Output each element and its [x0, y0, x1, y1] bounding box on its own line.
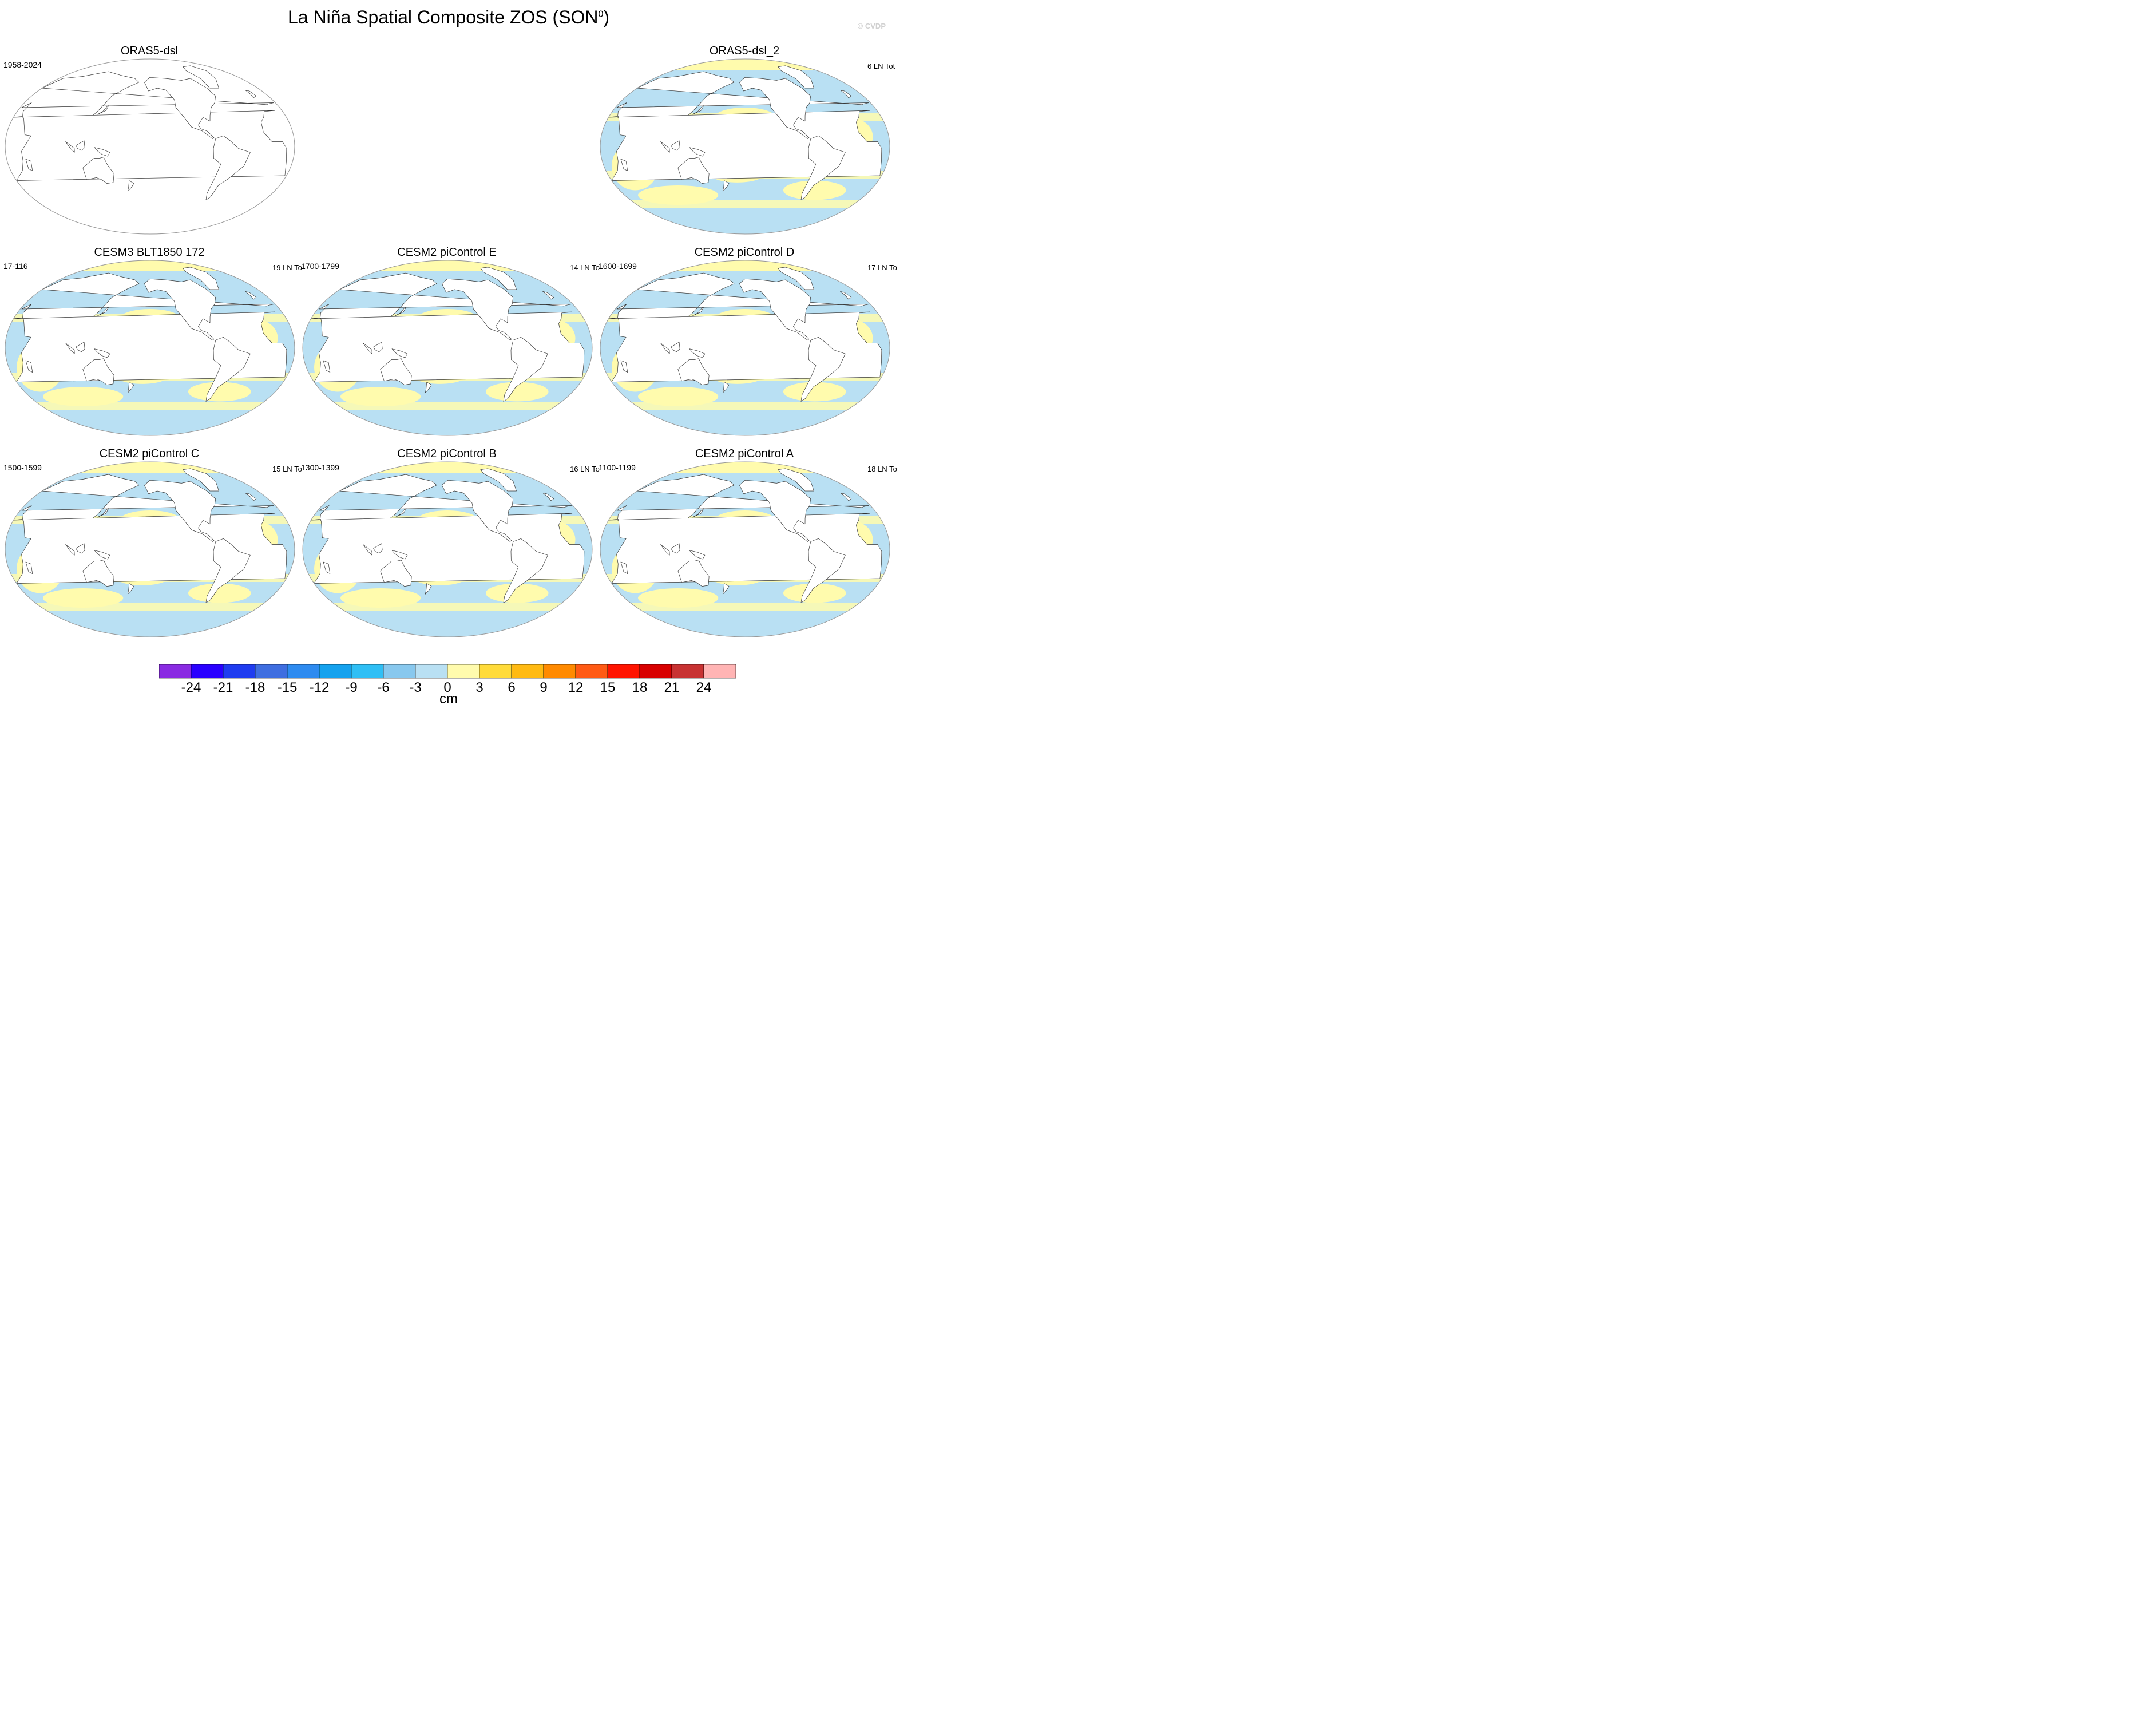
colorbar-swatch	[511, 664, 544, 679]
world-map	[302, 461, 593, 637]
colorbar-swatch	[319, 664, 352, 679]
colorbar-tick-label: -18	[245, 680, 265, 695]
colorbar	[159, 664, 736, 679]
world-map	[600, 58, 890, 235]
colorbar-swatch	[159, 664, 192, 679]
colorbar-swatch	[255, 664, 288, 679]
world-map	[5, 461, 295, 637]
panel-period: 1100-1199	[599, 463, 636, 472]
panel-count: 18 LN Tot	[867, 465, 897, 473]
map-panel-oras5-dsl-2: ORAS5-dsl_2 6 LN Tot	[599, 45, 895, 235]
map-panel-cesm2-d: CESM2 piControl D 1600-1699 17 LN Tot	[599, 246, 897, 436]
colorbar-swatch	[703, 664, 736, 679]
watermark: © CVDP	[857, 22, 886, 30]
panel-title: CESM2 piControl B	[397, 447, 497, 460]
map-panel-cesm2-e: CESM2 piControl E 1700-1799 14 LN Tot	[301, 246, 600, 436]
world-map	[600, 260, 890, 436]
panel-count: 15 LN Tot	[272, 465, 302, 473]
colorbar-tick-label: -24	[181, 680, 201, 695]
panel-period: 1300-1399	[301, 463, 339, 472]
colorbar-tick-label: 15	[600, 680, 616, 695]
colorbar-tick-label: 9	[540, 680, 548, 695]
panel-period: 1700-1799	[301, 262, 339, 271]
map-panel-cesm3-blt1850: CESM3 BLT1850 172 17-116 19 LN Tot	[3, 246, 302, 436]
colorbar-swatch	[575, 664, 608, 679]
colorbar-tick-label: 21	[664, 680, 680, 695]
colorbar-swatch	[223, 664, 256, 679]
panel-period: 1500-1599	[3, 463, 42, 472]
map-panel-cesm2-a: CESM2 piControl A 1100-1199 18 LN Tot	[599, 447, 897, 637]
colorbar-tick-label: -3	[409, 680, 422, 695]
panel-title: ORAS5-dsl_2	[709, 45, 780, 57]
panel-title: CESM2 piControl D	[694, 246, 795, 259]
panel-title: CESM3 BLT1850 172	[94, 246, 205, 259]
colorbar-swatch	[351, 664, 384, 679]
map-panel-cesm2-b: CESM2 piControl B 1300-1399 16 LN Tot	[301, 447, 600, 637]
panel-count: 6 LN Tot	[867, 62, 895, 70]
colorbar-tick-label: 24	[696, 680, 712, 695]
colorbar-tick-label: -21	[213, 680, 233, 695]
panel-title: ORAS5-dsl	[120, 45, 179, 57]
colorbar-swatch	[543, 664, 576, 679]
panel-count: 19 LN Tot	[272, 263, 302, 272]
colorbar-unit: cm	[439, 691, 458, 707]
colorbar-tick-label: 18	[632, 680, 648, 695]
world-map	[5, 260, 295, 436]
figure-title: La Niña Spatial Composite ZOS (SON0)	[288, 7, 609, 27]
map-panel-cesm2-c: CESM2 piControl C 1500-1599 15 LN Tot	[3, 447, 302, 637]
colorbar-tick-label: -9	[345, 680, 358, 695]
world-map	[302, 260, 593, 436]
world-map	[600, 461, 890, 637]
colorbar-swatch	[383, 664, 416, 679]
colorbar-swatch	[447, 664, 480, 679]
colorbar-tick-label: -15	[277, 680, 298, 695]
panel-title: CESM2 piControl C	[99, 447, 200, 460]
panel-count: 14 LN Tot	[570, 263, 600, 272]
colorbar-swatch	[607, 664, 640, 679]
map-panel-oras5-dsl: ORAS5-dsl 1958-2024	[3, 45, 295, 235]
colorbar-tick-label: 12	[568, 680, 584, 695]
panel-count: 17 LN Tot	[867, 263, 897, 272]
panel-period: 1600-1699	[599, 262, 637, 271]
colorbar-swatch	[415, 664, 448, 679]
colorbar-swatch	[639, 664, 672, 679]
panel-title: CESM2 piControl E	[397, 246, 497, 259]
colorbar-swatch	[479, 664, 512, 679]
world-map	[5, 58, 295, 235]
colorbar-tick-label: 3	[475, 680, 483, 695]
panel-period: 17-116	[3, 262, 28, 271]
colorbar-swatch	[287, 664, 320, 679]
colorbar-tick-label: -6	[377, 680, 390, 695]
colorbar-tick-label: 0	[443, 680, 451, 695]
colorbar-tick-label: -12	[309, 680, 330, 695]
panel-title: CESM2 piControl A	[695, 447, 794, 460]
colorbar-tick-label: 6	[508, 680, 516, 695]
colorbar-swatch	[191, 664, 224, 679]
panel-count: 16 LN Tot	[570, 465, 600, 473]
panel-period: 1958-2024	[3, 60, 42, 69]
colorbar-swatch	[671, 664, 704, 679]
